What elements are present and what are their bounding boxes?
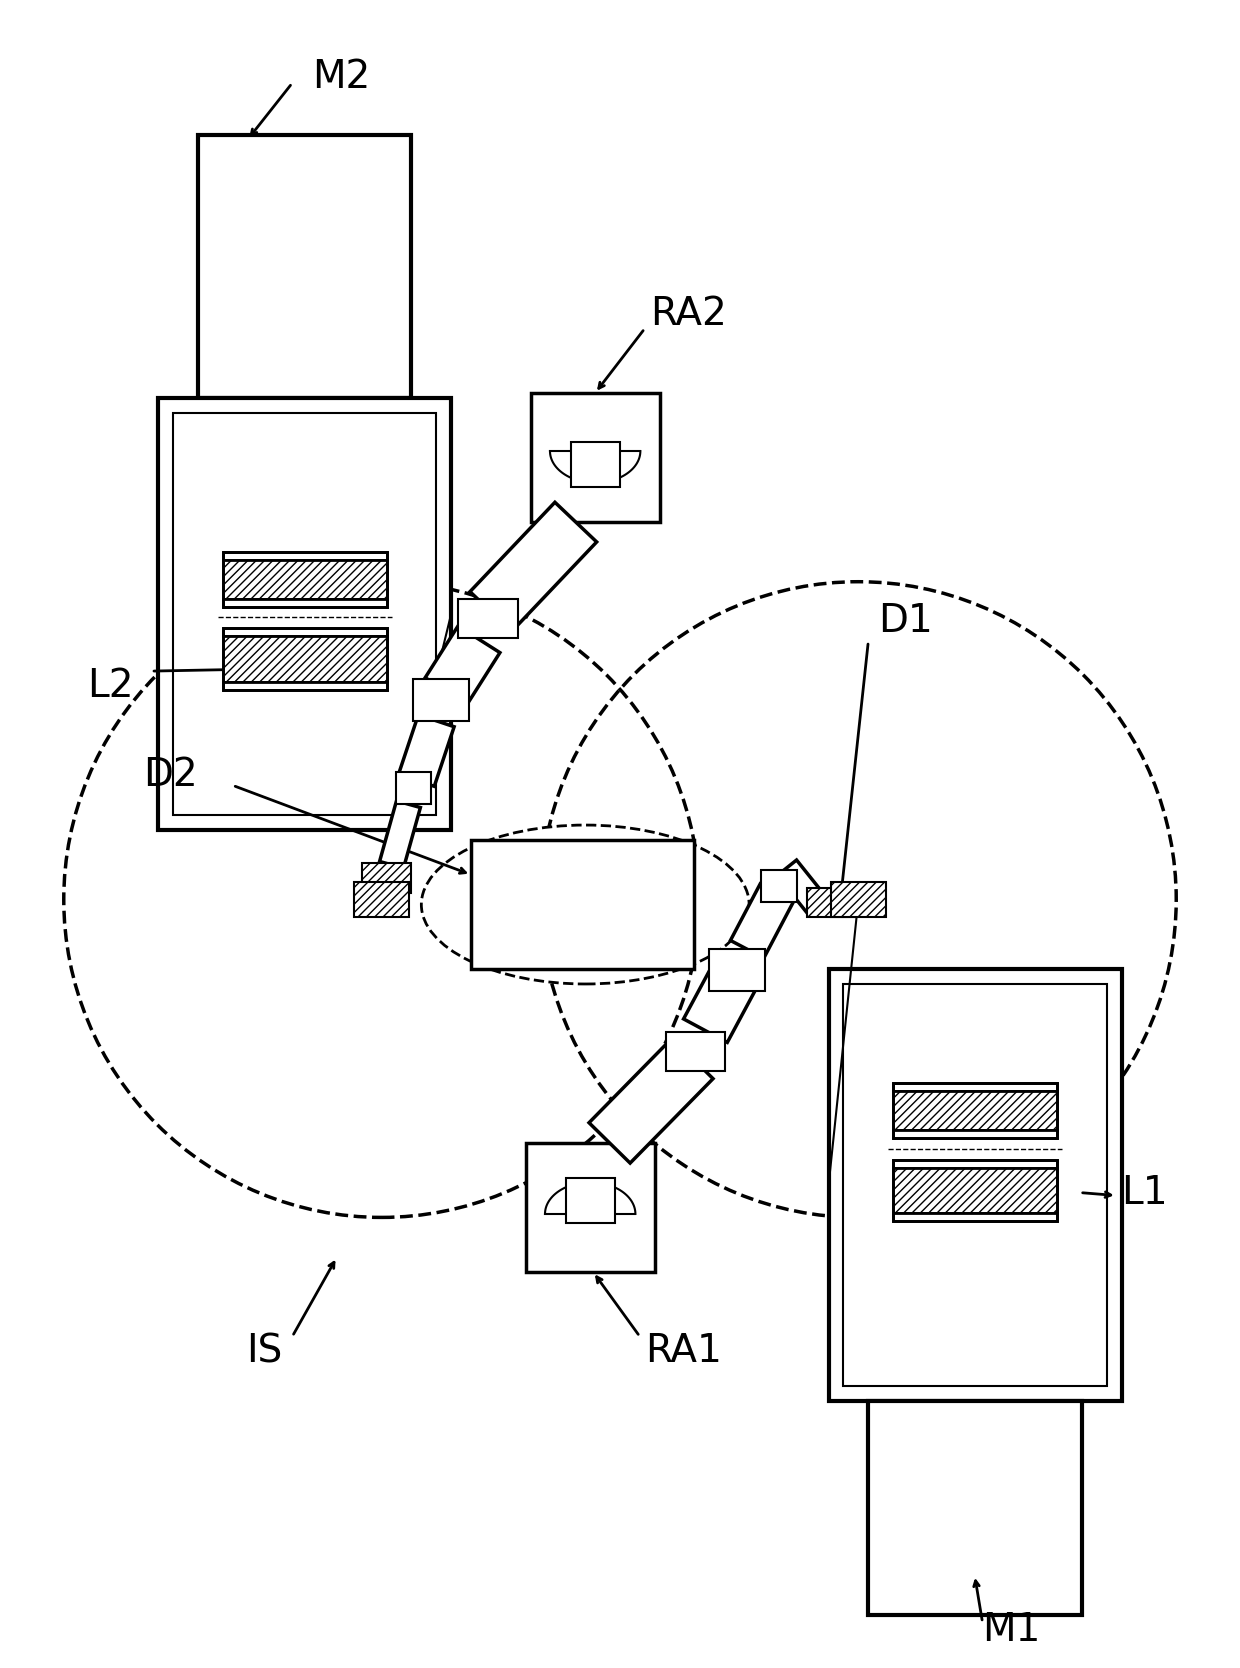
Bar	[893, 1083, 1056, 1138]
Bar	[355, 882, 409, 917]
Polygon shape	[470, 502, 596, 632]
Bar	[843, 984, 1107, 1386]
Bar	[223, 552, 387, 560]
Text: M2: M2	[312, 58, 371, 97]
Text: RA1: RA1	[645, 1333, 722, 1371]
Text: IS: IS	[246, 1333, 283, 1371]
Polygon shape	[379, 801, 420, 867]
Bar	[223, 552, 387, 607]
Bar	[396, 772, 432, 804]
Polygon shape	[683, 966, 756, 1042]
Bar	[174, 414, 436, 816]
Bar	[761, 869, 797, 901]
Bar	[458, 599, 517, 639]
Bar	[223, 636, 387, 682]
Bar	[159, 399, 451, 831]
Text: D1: D1	[878, 602, 932, 641]
Bar	[526, 1143, 655, 1273]
Bar	[807, 887, 857, 917]
Bar	[893, 1159, 1056, 1221]
Text: L2: L2	[87, 667, 133, 706]
Bar	[893, 1129, 1056, 1138]
Polygon shape	[589, 1037, 713, 1163]
Text: D2: D2	[144, 756, 198, 794]
Bar	[893, 1159, 1056, 1168]
Bar	[893, 1083, 1056, 1091]
Bar	[223, 629, 387, 636]
Bar	[828, 969, 1122, 1401]
Bar	[223, 629, 387, 691]
Text: RA2: RA2	[650, 295, 727, 332]
Bar	[893, 1091, 1056, 1129]
Bar	[471, 841, 694, 969]
Bar	[666, 1032, 725, 1071]
Bar	[223, 682, 387, 691]
Bar	[570, 442, 620, 487]
Polygon shape	[398, 716, 454, 786]
Polygon shape	[425, 626, 500, 704]
Ellipse shape	[422, 826, 749, 984]
Bar	[223, 560, 387, 599]
Text: L1: L1	[1122, 1174, 1168, 1211]
Bar	[868, 1401, 1081, 1615]
Bar	[565, 1178, 615, 1223]
Bar	[362, 862, 412, 892]
Bar	[709, 949, 765, 991]
Polygon shape	[730, 884, 794, 957]
Bar	[893, 1168, 1056, 1213]
Bar	[223, 599, 387, 607]
Bar	[413, 679, 469, 721]
Bar	[531, 394, 660, 522]
Bar	[831, 882, 885, 917]
Text: M1: M1	[982, 1611, 1040, 1648]
Bar	[893, 1213, 1056, 1221]
Bar	[198, 135, 412, 399]
Polygon shape	[777, 861, 828, 916]
